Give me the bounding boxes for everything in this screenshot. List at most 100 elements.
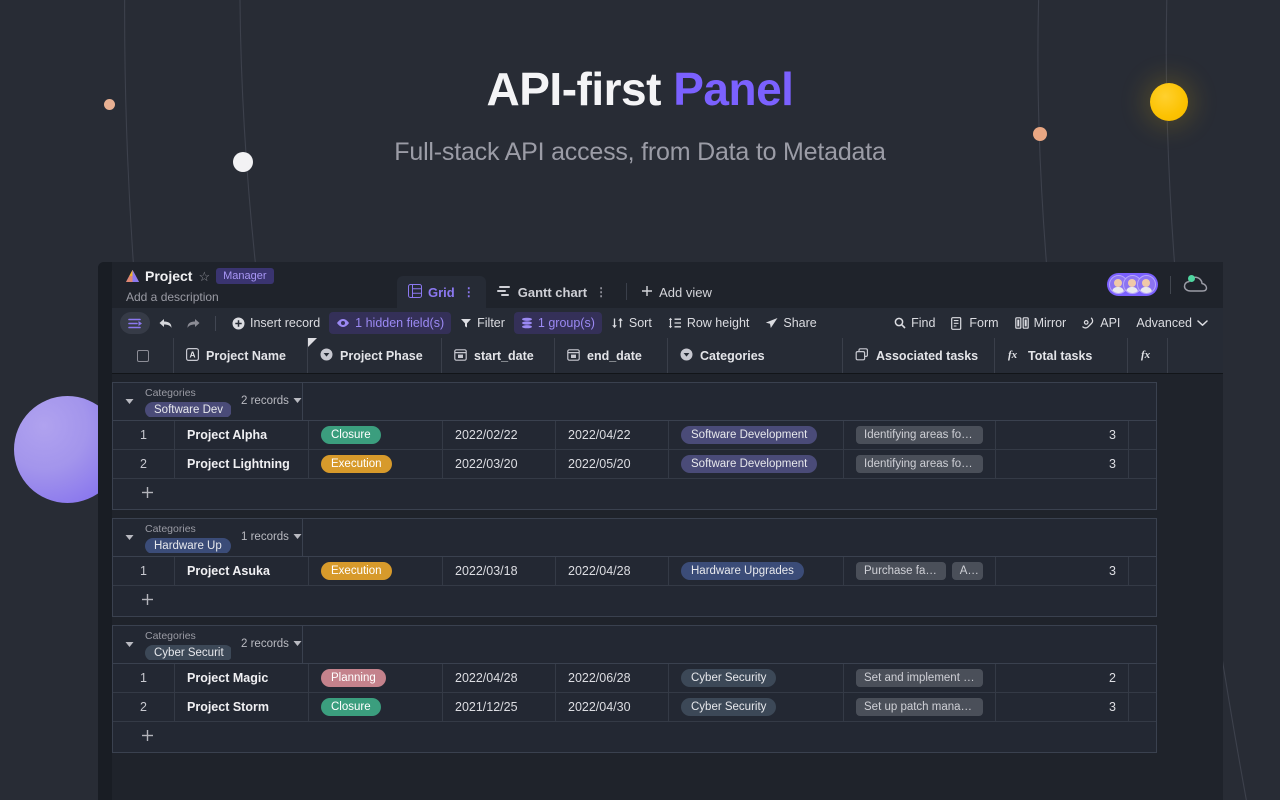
kebab-menu-icon[interactable]: ⋮ <box>462 285 475 299</box>
record-group: Categories Cyber Securit 2 records 1 Project… <box>112 625 1157 753</box>
cell-associated-tasks[interactable]: Set and implement u… <box>844 664 996 692</box>
sort-button[interactable]: Sort <box>604 312 659 334</box>
group-collapse-icon[interactable] <box>113 626 145 663</box>
associated-task-chip[interactable]: Set up patch manag… <box>856 698 983 716</box>
cell-associated-tasks[interactable]: Purchase facilities Ass <box>844 557 996 585</box>
plus-circle-icon <box>232 317 245 330</box>
cell-categories[interactable]: Cyber Security <box>669 664 844 692</box>
find-label: Find <box>911 316 936 330</box>
find-button[interactable]: Find <box>887 312 942 334</box>
cell-project-phase[interactable]: Execution <box>309 557 443 585</box>
category-badge: Software Development <box>681 455 818 473</box>
redo-icon[interactable] <box>180 312 206 334</box>
star-icon[interactable]: ☆ <box>198 268 211 284</box>
cell-categories[interactable]: Software Development <box>669 450 844 478</box>
table-row[interactable]: 1 Project Asuka Execution 2022/03/18 2022/04… <box>113 557 1156 586</box>
cell-associated-tasks[interactable]: Set up patch manag… <box>844 693 996 721</box>
undo-icon[interactable] <box>152 312 178 334</box>
cell-project-name[interactable]: Project Asuka <box>175 557 309 585</box>
associated-task-chip[interactable]: Identifying areas for … <box>856 426 983 444</box>
group-meta: Categories Cyber Securit <box>145 626 241 663</box>
column-header-total-tasks[interactable]: fx Total tasks <box>995 338 1128 373</box>
column-header-formula-extra[interactable]: fx <box>1128 338 1168 373</box>
associated-task-chip[interactable]: Identifying areas for … <box>856 455 983 473</box>
group-collapse-icon[interactable] <box>113 383 145 420</box>
kebab-menu-icon[interactable]: ⋮ <box>595 285 608 299</box>
associated-task-chip[interactable]: Set and implement u… <box>856 669 983 687</box>
column-header-associated-tasks[interactable]: Associated tasks <box>843 338 995 373</box>
cell-project-phase[interactable]: Closure <box>309 693 443 721</box>
group-button[interactable]: 1 group(s) <box>513 312 602 334</box>
add-record-row[interactable] <box>113 479 1156 509</box>
table-row[interactable]: 2 Project Lightning Execution 2022/03/20 202… <box>113 450 1156 479</box>
project-description[interactable]: Add a description <box>126 290 219 304</box>
cell-project-name[interactable]: Project Alpha <box>175 421 309 449</box>
column-header-project-name[interactable]: A Project Name <box>174 338 308 373</box>
cell-project-phase[interactable]: Closure <box>309 421 443 449</box>
plus-icon <box>141 729 154 746</box>
group-value-pill: Hardware Up <box>145 537 231 553</box>
cell-end-date[interactable]: 2022/04/30 <box>556 693 669 721</box>
cell-project-name[interactable]: Project Lightning <box>175 450 309 478</box>
cell-end-date[interactable]: 2022/06/28 <box>556 664 669 692</box>
row-height-button[interactable]: Row height <box>661 312 757 334</box>
mirror-button[interactable]: Mirror <box>1008 312 1074 334</box>
table-row[interactable]: 1 Project Alpha Closure 2022/02/22 2022/04/2… <box>113 421 1156 450</box>
decorative-planet-white <box>233 152 253 172</box>
filter-button[interactable]: Filter <box>453 312 512 334</box>
checkbox[interactable] <box>136 349 149 362</box>
table-row[interactable]: 2 Project Storm Closure 2021/12/25 2022/04/3… <box>113 693 1156 722</box>
cell-start-date[interactable]: 2022/02/22 <box>443 421 556 449</box>
cloud-sync-icon[interactable] <box>1183 274 1209 295</box>
cell-categories[interactable]: Hardware Upgrades <box>669 557 844 585</box>
cell-start-date[interactable]: 2022/03/18 <box>443 557 556 585</box>
group-collapse-icon[interactable] <box>113 519 145 556</box>
cell-associated-tasks[interactable]: Identifying areas for … <box>844 421 996 449</box>
cell-associated-tasks[interactable]: Identifying areas for … <box>844 450 996 478</box>
cell-start-date[interactable]: 2021/12/25 <box>443 693 556 721</box>
plus-icon <box>141 593 154 610</box>
sidebar-toggle-icon[interactable] <box>120 312 150 334</box>
mirror-label: Mirror <box>1033 316 1067 330</box>
form-button[interactable]: Form <box>944 312 1005 334</box>
search-icon <box>894 317 906 329</box>
avatar[interactable] <box>1137 275 1156 294</box>
cell-project-phase[interactable]: Execution <box>309 450 443 478</box>
insert-record-button[interactable]: Insert record <box>225 312 327 334</box>
associated-task-chip[interactable]: Purchase facilities <box>856 562 946 580</box>
collaborator-avatars[interactable] <box>1107 273 1158 296</box>
column-header-categories[interactable]: Categories <box>668 338 843 373</box>
column-label: Categories <box>700 348 765 363</box>
select-all-checkbox-header[interactable] <box>112 338 174 373</box>
add-record-row[interactable] <box>113 722 1156 752</box>
column-header-start-date[interactable]: start_date <box>442 338 555 373</box>
group-value-pill: Cyber Securit <box>145 644 231 660</box>
tab-grid[interactable]: Grid ⋮ <box>397 276 486 308</box>
cell-start-date[interactable]: 2022/04/28 <box>443 664 556 692</box>
cell-end-date[interactable]: 2022/04/22 <box>556 421 669 449</box>
cell-categories[interactable]: Software Development <box>669 421 844 449</box>
add-view-button[interactable]: Add view <box>635 276 718 308</box>
api-button[interactable]: API <box>1075 312 1127 334</box>
cell-project-phase[interactable]: Planning <box>309 664 443 692</box>
column-header-end-date[interactable]: end_date <box>555 338 668 373</box>
table-row[interactable]: 1 Project Magic Planning 2022/04/28 2022/06/… <box>113 664 1156 693</box>
group-record-count[interactable]: 1 records <box>241 519 302 556</box>
cell-project-name[interactable]: Project Storm <box>175 693 309 721</box>
cell-project-name[interactable]: Project Magic <box>175 664 309 692</box>
text-field-icon: A <box>186 347 200 364</box>
group-record-count[interactable]: 2 records <box>241 383 302 420</box>
cell-end-date[interactable]: 2022/05/20 <box>556 450 669 478</box>
hidden-fields-button[interactable]: 1 hidden field(s) <box>329 312 452 334</box>
associated-task-chip[interactable]: Ass <box>951 562 983 580</box>
add-record-row[interactable] <box>113 586 1156 616</box>
group-record-count[interactable]: 2 records <box>241 626 302 663</box>
cell-categories[interactable]: Cyber Security <box>669 693 844 721</box>
share-button[interactable]: Share <box>758 312 823 334</box>
cell-end-date[interactable]: 2022/04/28 <box>556 557 669 585</box>
column-header-project-phase[interactable]: Project Phase <box>308 338 442 373</box>
group-list: Categories Software Dev 2 records 1 Project … <box>112 382 1223 753</box>
advanced-button[interactable]: Advanced <box>1129 312 1215 334</box>
cell-start-date[interactable]: 2022/03/20 <box>443 450 556 478</box>
tab-gantt-chart[interactable]: Gantt chart ⋮ <box>486 276 618 308</box>
